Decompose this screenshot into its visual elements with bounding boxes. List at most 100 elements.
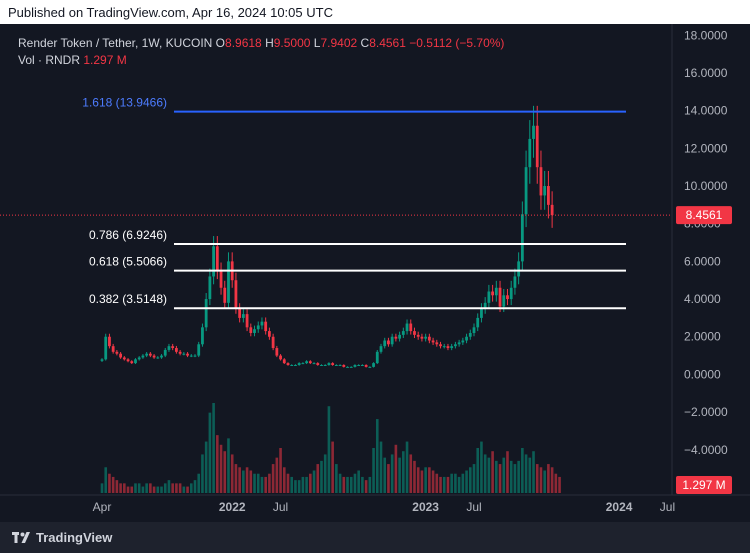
- candle-body: [461, 340, 465, 343]
- volume-bar: [134, 483, 137, 493]
- candle-body: [312, 363, 316, 365]
- candle-body: [420, 336, 424, 339]
- volume-bar: [390, 454, 394, 493]
- candle-body: [547, 186, 550, 205]
- candle-body: [390, 336, 394, 345]
- candle-body: [487, 291, 491, 303]
- volume-bar: [428, 467, 431, 493]
- candle-body: [468, 332, 472, 337]
- volume-bar: [465, 470, 468, 493]
- volume-bar: [152, 486, 156, 493]
- candle-body: [145, 353, 149, 356]
- volume-bar: [271, 464, 275, 493]
- candle-body: [409, 323, 413, 332]
- y-tick-label: −4.0000: [684, 443, 728, 457]
- fib-level-label: 0.786 (6.9246): [89, 228, 167, 242]
- volume-bar: [301, 476, 305, 493]
- volume-bar: [517, 460, 520, 493]
- volume-bar: [201, 454, 204, 493]
- candle-body: [327, 363, 331, 366]
- candle-body: [297, 363, 301, 366]
- y-tick-label: 6.0000: [684, 254, 721, 268]
- volume-bar: [495, 460, 498, 493]
- candle-body: [308, 361, 312, 364]
- volume-bar: [331, 441, 334, 493]
- legend-l-label: L: [313, 36, 321, 50]
- candle-body: [279, 355, 282, 360]
- volume-bar: [532, 451, 535, 493]
- y-tick-label: 4.0000: [684, 292, 721, 306]
- volume-bar: [543, 470, 546, 493]
- candle-body: [137, 357, 141, 360]
- volume-bar: [528, 457, 532, 493]
- candle-body: [227, 261, 230, 303]
- candle-body: [446, 346, 450, 349]
- volume-bar: [327, 406, 331, 493]
- volume-bar: [245, 467, 249, 493]
- volume-bar: [524, 454, 528, 493]
- volume-bar: [219, 444, 223, 493]
- candle-body: [439, 344, 442, 347]
- legend-row-volume: Vol · RNDR 1.297 M: [18, 52, 504, 69]
- volume-bar: [480, 441, 483, 493]
- volume-bar: [126, 486, 130, 493]
- candle-body: [387, 340, 390, 345]
- candle-body: [528, 138, 532, 168]
- volume-bar: [275, 457, 279, 493]
- volume-bar: [186, 486, 189, 493]
- candle-body: [316, 363, 320, 366]
- volume-bar: [323, 454, 327, 493]
- candle-body: [245, 314, 249, 328]
- candle-body: [249, 327, 253, 333]
- volume-bar: [137, 483, 141, 493]
- volume-bar: [204, 441, 208, 493]
- candle-body: [338, 365, 342, 367]
- volume-bar: [223, 451, 227, 493]
- volume-bar: [234, 464, 238, 493]
- candle-body: [435, 342, 439, 345]
- candle-body: [148, 353, 152, 356]
- candle-body: [476, 317, 480, 328]
- candle-body: [275, 348, 279, 356]
- volume-bar: [353, 473, 357, 493]
- candlestick-chart[interactable]: 18.000016.000014.000012.000010.00008.000…: [0, 24, 750, 516]
- volume-bar: [424, 467, 427, 493]
- volume-bar: [502, 457, 506, 493]
- volume-bar: [175, 483, 178, 493]
- volume-bar: [379, 441, 383, 493]
- candle-body: [238, 308, 242, 318]
- volume-badge-value: 1.297 M: [682, 478, 725, 492]
- volume-bar: [558, 476, 561, 493]
- volume-bar: [442, 476, 446, 493]
- volume-bar: [312, 470, 316, 493]
- candle-body: [424, 336, 428, 339]
- chart-area[interactable]: 18.000016.000014.000012.000010.00008.000…: [0, 24, 750, 516]
- candle-body: [264, 321, 268, 332]
- fib-level-label: 0.382 (3.5148): [89, 292, 167, 306]
- volume-bar: [387, 464, 390, 493]
- candle-body: [163, 349, 167, 356]
- legend-h-label: H: [265, 36, 274, 50]
- volume-bar: [509, 460, 513, 493]
- candle-body: [375, 351, 379, 364]
- x-tick-label: Jul: [660, 500, 675, 514]
- candle-body: [342, 365, 346, 367]
- candle-body: [524, 167, 528, 215]
- volume-bar: [212, 403, 215, 493]
- candle-body: [353, 365, 357, 367]
- candle-body: [171, 346, 175, 349]
- candle-body: [483, 302, 487, 309]
- volume-bar: [405, 441, 409, 493]
- candle-body: [215, 246, 219, 271]
- y-tick-label: 10.0000: [684, 179, 728, 193]
- candle-body: [111, 346, 115, 352]
- candle-body: [383, 340, 387, 347]
- candle-body: [204, 299, 208, 328]
- candle-body: [361, 365, 364, 367]
- x-tick-label: 2024: [606, 500, 633, 514]
- y-tick-label: 12.0000: [684, 141, 728, 155]
- candle-body: [442, 346, 446, 348]
- volume-bar: [446, 476, 450, 493]
- volume-bar: [361, 476, 364, 493]
- candle-body: [268, 331, 271, 337]
